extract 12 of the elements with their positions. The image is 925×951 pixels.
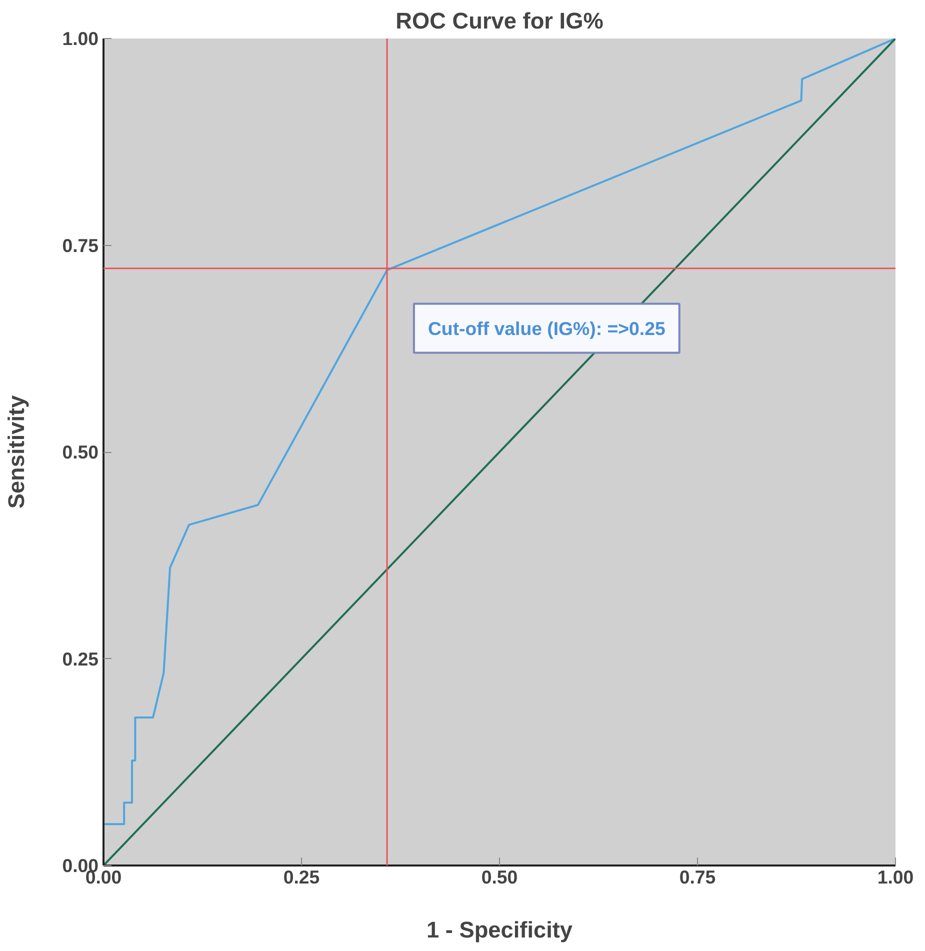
x-axis-title: 1 - Specificity xyxy=(426,916,573,942)
y-axis-title: Sensitivity xyxy=(3,394,30,509)
y-tick-label: 0.75 xyxy=(62,234,98,256)
annotation: Cut-off value (IG%): =>0.25 xyxy=(428,318,666,339)
x-tick-label: 1.00 xyxy=(877,866,914,888)
y-tick-label: 0.50 xyxy=(62,442,98,462)
x-tick-label: 0.50 xyxy=(481,866,518,888)
y-tick-label: 0.25 xyxy=(62,648,98,670)
x-tick-label: 0.25 xyxy=(283,866,320,888)
y-tick-label: 1.00 xyxy=(62,28,98,49)
x-tick-label: 0.75 xyxy=(679,866,716,888)
chart-title: ROC Curve for IG% xyxy=(396,8,604,34)
